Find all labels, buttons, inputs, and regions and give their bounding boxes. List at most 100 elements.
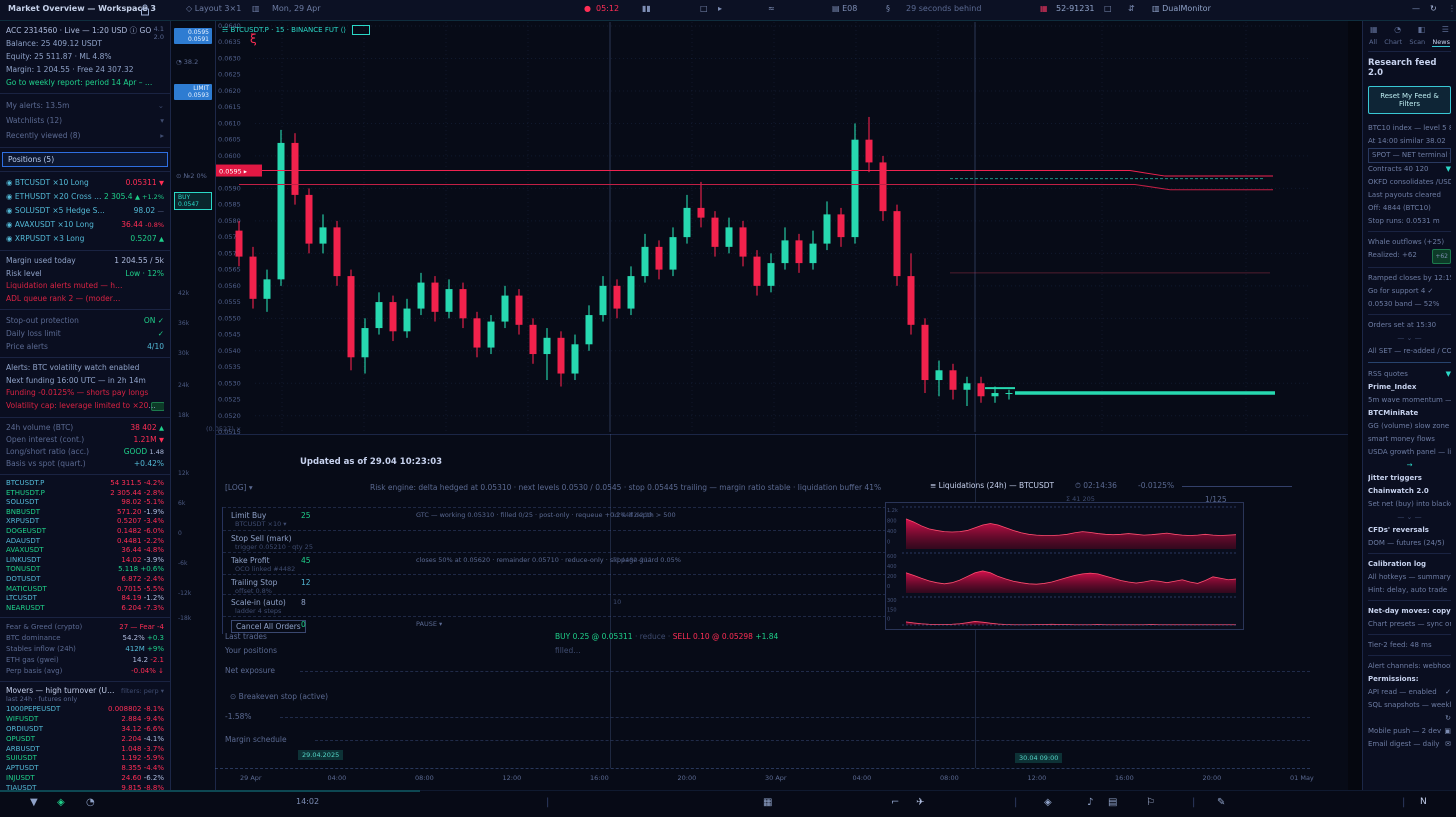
bar-item[interactable]: ⇵ bbox=[1128, 4, 1135, 13]
feed-item[interactable]: At 14:00 similar 38.02 bbox=[1368, 137, 1446, 145]
permission-row[interactable]: API read — enabled ✓ bbox=[1368, 686, 1451, 699]
bar-item[interactable]: ▥ bbox=[252, 4, 260, 13]
permission-icon[interactable]: ✉ bbox=[1445, 740, 1451, 748]
order-row[interactable]: Limit Buy BTCUSDT ×10 ▾ 25 GTC — working 0.… bbox=[223, 507, 891, 530]
gauge-row[interactable]: Stables inflow (24h) 412M +9% bbox=[6, 645, 164, 654]
feed-item[interactable]: DOM — futures (24/5) bbox=[1368, 539, 1445, 547]
order-label[interactable]: Stop Sell (mark) bbox=[231, 534, 292, 543]
bar-item[interactable]: 29 seconds behind bbox=[906, 4, 982, 13]
bar-item[interactable]: ▼ bbox=[30, 797, 38, 808]
feed-arrow[interactable]: → bbox=[1406, 461, 1413, 469]
alert-row[interactable]: Volatility cap: leverage limited to ×20 1… bbox=[6, 400, 164, 414]
protection-row[interactable]: Price alerts 4/10 bbox=[6, 342, 164, 351]
feed-item[interactable]: Off: 4844 (BTC10) bbox=[1368, 204, 1431, 212]
feed-item[interactable]: Chart presets — sync on bbox=[1368, 620, 1451, 628]
order-row[interactable]: Take Profit OCO linked #4482 45 closes 50% … bbox=[223, 552, 891, 574]
chevron-icon[interactable]: ⌄ bbox=[157, 101, 164, 110]
order-label[interactable]: Trailing Stop bbox=[231, 578, 278, 587]
feed-squiggle-divider[interactable]: — ⌄ — bbox=[1397, 513, 1422, 521]
order-row[interactable]: Cancel All Orders 0 PAUSE ▾ bbox=[223, 616, 891, 634]
feed-item[interactable]: All SET — re-added / COILS bbox=[1368, 347, 1451, 355]
position-row[interactable]: ◉ AVAXUSDT ×10 Long 36.44 -0.8% bbox=[6, 220, 164, 229]
watchlist-row[interactable]: LINKUSDT 14.02 -3.9% bbox=[6, 555, 164, 564]
position-row[interactable]: ◉ XRPUSDT ×3 Long 0.5207 ▲ bbox=[6, 234, 164, 243]
mover-row[interactable]: ORDIUSDT 34.12 -6.6% bbox=[6, 724, 164, 733]
date-tag-1[interactable]: 29.04.2025 bbox=[298, 750, 344, 760]
watchlist-row[interactable]: SOLUSDT 98.02 -5.1% bbox=[6, 498, 164, 507]
feed-header[interactable]: Jitter triggers bbox=[1368, 474, 1422, 482]
watchlist-row[interactable]: TONUSDT 5.118 +0.6% bbox=[6, 565, 164, 574]
chart-symbol-label[interactable]: ☵ BTCUSDT.P · 15 · BINANCE FUT ⟨⟩ bbox=[222, 25, 371, 35]
feed-item[interactable]: Stop runs: 0.0531 m bbox=[1368, 217, 1440, 225]
quick-link-row[interactable]: Watchlists (12) ▾ bbox=[6, 113, 164, 128]
bar-item[interactable]: ◈ bbox=[1044, 797, 1052, 808]
feed-header[interactable]: Net-day moves: copy set bbox=[1368, 607, 1451, 615]
bar-item[interactable]: ✎ bbox=[1217, 797, 1226, 808]
bar-item[interactable]: ♪ bbox=[1087, 797, 1094, 808]
bar-item[interactable]: § bbox=[886, 4, 890, 13]
bar-item[interactable]: | bbox=[546, 797, 550, 808]
bar-item[interactable]: N bbox=[1420, 797, 1427, 807]
bar-item[interactable]: ● bbox=[584, 4, 591, 13]
reset-feed-button[interactable]: Reset My Feed & Filters bbox=[1368, 86, 1451, 114]
feed-tab-icon[interactable]: ☰ bbox=[1441, 25, 1449, 34]
feed-item[interactable]: Last payouts cleared bbox=[1368, 191, 1441, 199]
bar-item[interactable]: ↻ bbox=[1430, 4, 1437, 13]
feed-item[interactable]: smart money flows bbox=[1368, 435, 1435, 443]
feed-filter-item[interactable]: RSS quotes ▼ bbox=[1368, 368, 1451, 381]
buy-tag[interactable]: BUY 0.0547 bbox=[174, 192, 212, 210]
watchlist-row[interactable]: DOTUSDT 6.872 -2.4% bbox=[6, 574, 164, 583]
feed-item[interactable]: BTC10 index — level 5 800 bbox=[1368, 124, 1451, 132]
bar-item[interactable]: 14:02 bbox=[296, 797, 320, 806]
feed-item[interactable]: Go for support 4 ✓ bbox=[1368, 287, 1434, 295]
mover-row[interactable]: ARBUSDT 1.048 -3.7% bbox=[6, 744, 164, 753]
feed-item[interactable]: GG (volume) slow zone bbox=[1368, 422, 1450, 430]
watchlist-row[interactable]: XRPUSDT 0.5207 -3.4% bbox=[6, 517, 164, 526]
feed-item[interactable]: USDA growth panel — live bbox=[1368, 448, 1451, 456]
bar-item[interactable]: 52-91231 bbox=[1056, 4, 1095, 13]
watchlist-row[interactable]: AVAXUSDT 36.44 -4.8% bbox=[6, 546, 164, 555]
bar-item[interactable]: ▸ bbox=[718, 4, 723, 13]
feed-item[interactable]: Tier-2 feed: 48 ms bbox=[1368, 641, 1432, 649]
feed-item[interactable]: 5m wave momentum — OS bbox=[1368, 396, 1451, 404]
feed-filter-item[interactable]: Contracts 40 120 ▼ bbox=[1368, 163, 1451, 176]
bar-item[interactable]: ▮▮ bbox=[642, 4, 651, 13]
bar-item[interactable]: ⌐ bbox=[891, 797, 900, 808]
permission-icon[interactable]: ↻ bbox=[1445, 714, 1451, 722]
mover-row[interactable]: WIFUSDT 2.884 -9.4% bbox=[6, 715, 164, 724]
gauge-row[interactable]: Perp basis (avg) -0.04% ↓ bbox=[6, 667, 164, 676]
feed-tab-icon[interactable]: ◔ bbox=[1394, 25, 1402, 34]
mover-row[interactable]: OPUSDT 2.204 -4.1% bbox=[6, 734, 164, 743]
filter-icon[interactable]: ▼ bbox=[1445, 370, 1451, 378]
log-button[interactable]: [LOG] ▾ bbox=[225, 483, 253, 492]
bar-item[interactable]: | bbox=[1192, 797, 1196, 808]
protection-row[interactable]: Daily loss limit ✓ bbox=[6, 329, 164, 338]
order-label[interactable]: Scale-in (auto) bbox=[231, 598, 286, 607]
order-label[interactable]: Limit Buy bbox=[231, 511, 267, 520]
gauge-row[interactable]: BTC dominance 54.2% +0.3 bbox=[6, 634, 164, 643]
alert-row[interactable]: Next funding 16:00 UTC — in 2h 14m bbox=[6, 375, 146, 385]
positions-label[interactable]: Your positions bbox=[225, 646, 278, 655]
watchlist-row[interactable]: BNBUSDT 571.20 -1.9% bbox=[6, 507, 164, 516]
order-label[interactable]: Cancel All Orders bbox=[231, 620, 306, 633]
watchlist-row[interactable]: MATICUSDT 0.7015 -5.5% bbox=[6, 584, 164, 593]
quick-link-row[interactable]: My alerts: 13.5m ⌄ bbox=[6, 98, 164, 113]
price-tag-blue-2[interactable]: LIMIT 0.0593 bbox=[174, 84, 212, 100]
bar-item[interactable]: □ bbox=[700, 4, 708, 13]
bar-item[interactable]: ⋮ bbox=[1448, 4, 1456, 13]
bar-item[interactable]: ◇ Layout 3×1 bbox=[186, 4, 242, 13]
feed-header[interactable]: BTCMiniRate bbox=[1368, 409, 1419, 417]
feed-item[interactable]: Orders set at 15:30 bbox=[1368, 321, 1437, 329]
mover-row[interactable]: TIAUSDT 9.815 -8.8% bbox=[6, 783, 164, 790]
order-row[interactable]: Stop Sell (mark) trigger 0.05210 · qty 25 bbox=[223, 530, 891, 552]
feed-tab-icon[interactable]: ▦ bbox=[1370, 25, 1378, 34]
mover-row[interactable]: SUIUSDT 1.192 -5.9% bbox=[6, 754, 164, 763]
bar-item[interactable]: ▤ E08 bbox=[832, 4, 858, 13]
quick-link-row[interactable]: Recently viewed (8) ▸ bbox=[6, 128, 164, 143]
feed-item[interactable]: Set net (buy) into blackout bbox=[1368, 500, 1451, 508]
feed-badge-item[interactable]: Realized: +62 +62 bbox=[1368, 249, 1451, 264]
order-row[interactable]: Scale-in (auto) ladder 4 steps 8 10 bbox=[223, 594, 891, 616]
feed-tab-chart[interactable]: Chart bbox=[1384, 38, 1403, 46]
gauge-row[interactable]: Fear & Greed (crypto) 27 — Fear -4 bbox=[6, 623, 164, 632]
permission-row[interactable]: Email digest — daily ✉ bbox=[1368, 738, 1451, 751]
